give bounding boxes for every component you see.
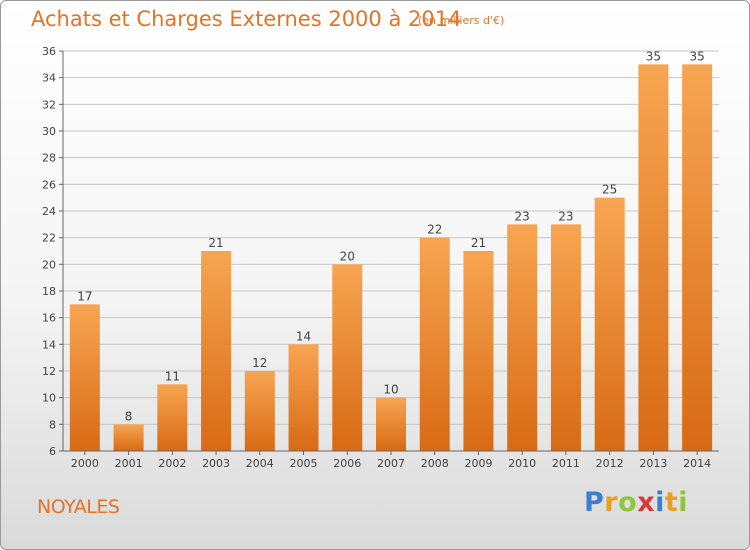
axes (59, 50, 719, 455)
x-tick-label: 2011 (552, 457, 580, 470)
data-label: 35 (646, 49, 661, 63)
data-label: 17 (77, 289, 92, 303)
brand-letter: i (678, 487, 689, 518)
y-tick-label: 10 (42, 392, 56, 405)
y-tick-label: 26 (42, 178, 56, 191)
brand-letter: t (664, 487, 679, 518)
y-tick-label: 32 (42, 98, 56, 111)
data-labels: 17 8 11 21 12 14 20 10 22 21 23 23 25 35 35 (77, 49, 705, 423)
y-tick-label: 18 (42, 285, 56, 298)
data-label: 12 (252, 356, 267, 370)
data-label: 22 (427, 223, 442, 237)
data-label: 35 (689, 49, 704, 63)
bar (419, 237, 450, 451)
data-label: 11 (165, 369, 180, 383)
x-tick-label: 2007 (377, 457, 405, 470)
y-tick-label: 30 (42, 125, 56, 138)
y-tick-label: 34 (42, 72, 56, 85)
data-label: 23 (558, 209, 573, 223)
x-tick-label: 2001 (115, 457, 143, 470)
x-tick-label: 2003 (202, 457, 230, 470)
x-tick-label: 2013 (639, 457, 667, 470)
city-name: NOYALES (37, 496, 120, 518)
data-label: 21 (208, 236, 223, 250)
data-label: 25 (602, 183, 617, 197)
bar (463, 251, 494, 451)
x-tick-label: 2012 (596, 457, 624, 470)
x-tick-label: 2002 (158, 457, 186, 470)
y-tick-label: 20 (42, 258, 56, 271)
y-tick-label: 16 (42, 312, 56, 325)
brand-letter: o (618, 487, 638, 518)
brand-letter: x (637, 487, 656, 518)
y-tick-label: 24 (42, 205, 56, 218)
x-tick-label: 2014 (683, 457, 711, 470)
bar (332, 264, 363, 451)
x-tick-label: 2005 (290, 457, 318, 470)
proxiti-logo: Proxiti (584, 487, 688, 518)
chart-subtitle: (en milliers d'€) (418, 14, 505, 27)
y-tick-labels: 6 8 10 12 14 16 18 20 22 24 26 28 30 32 34 36 (42, 45, 56, 458)
bar (113, 424, 144, 451)
bars (69, 64, 713, 452)
data-label: 20 (340, 249, 355, 263)
y-tick-label: 22 (42, 232, 56, 245)
bar (638, 64, 669, 452)
x-tick-label: 2004 (246, 457, 274, 470)
y-tick-label: 14 (42, 338, 56, 351)
bar (594, 197, 625, 451)
bar (157, 384, 188, 451)
data-label: 14 (296, 329, 311, 343)
brand-letter: r (604, 487, 619, 518)
bar (69, 304, 100, 451)
y-tick-label: 36 (42, 45, 56, 58)
y-tick-label: 8 (49, 418, 56, 431)
x-tick-label: 2008 (421, 457, 449, 470)
brand-letter: i (655, 487, 665, 518)
bar (682, 64, 713, 452)
bar (201, 251, 232, 451)
x-tick-labels: 2000 2001 2002 2003 2004 2005 2006 2007 2008 2009… (71, 457, 711, 470)
bar (244, 371, 275, 451)
x-tick-label: 2000 (71, 457, 99, 470)
brand-letter: P (584, 487, 605, 518)
chart-title: Achats et Charges Externes 2000 à 2014 (31, 7, 462, 31)
bar (507, 224, 538, 451)
data-label: 21 (471, 236, 486, 250)
bar (288, 344, 319, 451)
data-label: 10 (383, 383, 398, 397)
bar (376, 397, 406, 451)
y-tick-label: 12 (42, 365, 56, 378)
data-label: 8 (125, 409, 133, 423)
x-tick-label: 2009 (464, 457, 492, 470)
x-tick-label: 2010 (508, 457, 536, 470)
bar (550, 224, 581, 451)
y-tick-label: 28 (42, 152, 56, 165)
y-tick-label: 6 (49, 445, 56, 458)
x-tick-label: 2006 (333, 457, 361, 470)
data-label: 23 (515, 209, 530, 223)
